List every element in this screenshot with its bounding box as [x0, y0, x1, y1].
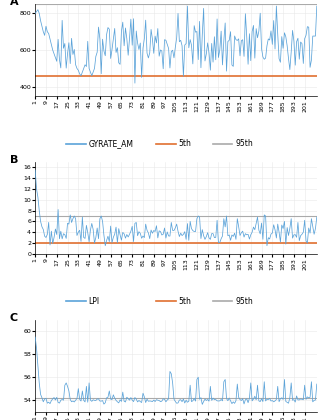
Text: C: C — [10, 312, 18, 323]
Text: 5th: 5th — [179, 297, 192, 306]
Text: 5th: 5th — [179, 139, 192, 148]
Text: B: B — [10, 155, 18, 165]
Text: 95th: 95th — [235, 139, 253, 148]
Text: LPI: LPI — [89, 297, 100, 306]
Text: A: A — [10, 0, 19, 7]
Text: GYRATE_AM: GYRATE_AM — [89, 139, 134, 148]
Text: 95th: 95th — [235, 297, 253, 306]
